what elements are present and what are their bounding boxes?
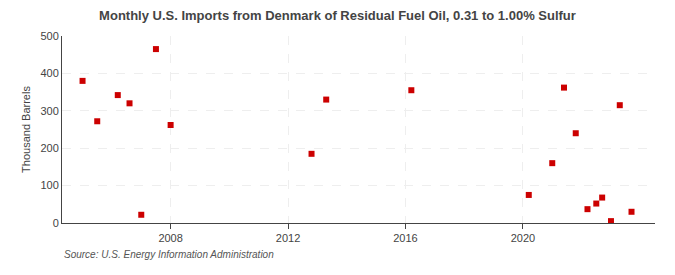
svg-text:2016: 2016 (393, 232, 417, 244)
svg-text:Thousand Barrels: Thousand Barrels (20, 86, 32, 173)
svg-text:2012: 2012 (276, 232, 300, 244)
svg-text:0: 0 (53, 217, 59, 229)
svg-text:100: 100 (40, 179, 58, 191)
svg-text:2020: 2020 (511, 232, 535, 244)
svg-text:200: 200 (40, 142, 58, 154)
svg-text:500: 500 (40, 30, 58, 42)
svg-text:2008: 2008 (158, 232, 182, 244)
svg-text:Monthly U.S. Imports from Denm: Monthly U.S. Imports from Denmark of Res… (99, 8, 576, 23)
svg-text:300: 300 (40, 105, 58, 117)
svg-text:400: 400 (40, 67, 58, 79)
svg-text:Source: U.S. Energy Informatio: Source: U.S. Energy Information Administ… (64, 249, 274, 260)
